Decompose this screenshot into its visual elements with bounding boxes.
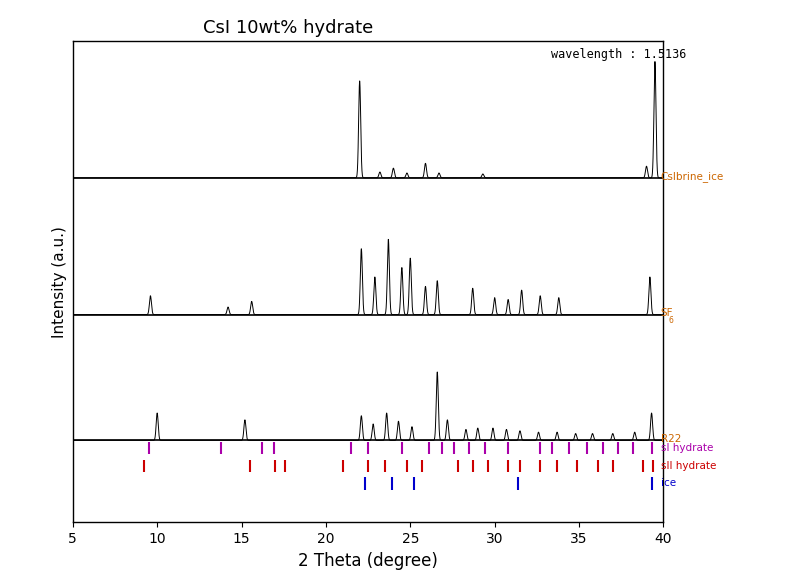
Text: R22: R22 bbox=[661, 434, 681, 444]
Y-axis label: Intensity (a.u.): Intensity (a.u.) bbox=[53, 226, 67, 338]
Text: sI hydrate: sI hydrate bbox=[661, 443, 714, 453]
Text: wavelength : 1.5136: wavelength : 1.5136 bbox=[551, 48, 687, 61]
X-axis label: 2 Theta (degree): 2 Theta (degree) bbox=[299, 552, 438, 570]
Text: 6: 6 bbox=[669, 316, 674, 325]
Text: CsI 10wt% hydrate: CsI 10wt% hydrate bbox=[203, 19, 373, 37]
Text: ice: ice bbox=[661, 478, 676, 488]
Text: SF: SF bbox=[661, 308, 673, 318]
Text: CsIbrine_ice: CsIbrine_ice bbox=[661, 171, 724, 182]
Text: sII hydrate: sII hydrate bbox=[661, 461, 716, 471]
